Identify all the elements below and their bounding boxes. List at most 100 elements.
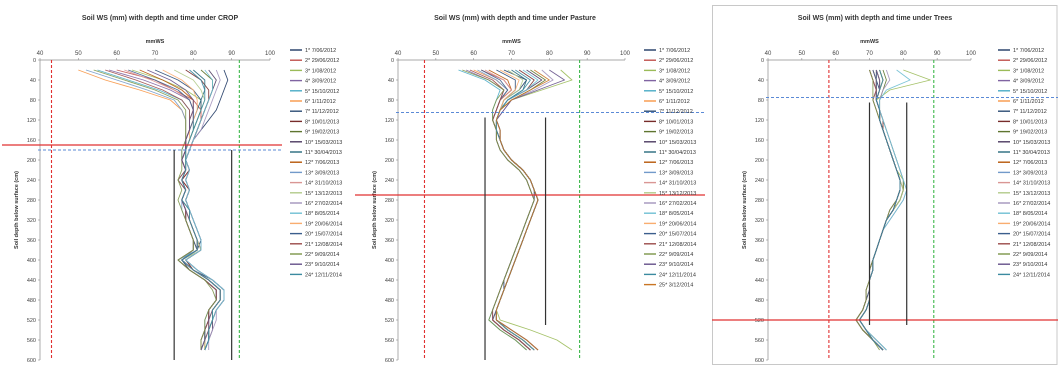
legend-label: 18* 8/05/2014 <box>305 211 339 217</box>
legend-label: 9* 19/02/2013 <box>659 130 693 136</box>
legend-label: 24* 12/11/2014 <box>659 272 696 278</box>
chart-legend: 1* 7/06/2012 2* 29/06/2012 3* 1/08/2012 4* … <box>998 48 1050 278</box>
y-axis-label: Soil depth below surface (cm) <box>372 171 378 249</box>
series-line <box>477 69 535 351</box>
legend-label: 23* 9/10/2014 <box>659 262 693 268</box>
legend-label: 5* 15/10/2012 <box>1013 89 1047 95</box>
y-axis-label: Soil depth below surface (cm) <box>14 171 20 249</box>
legend-label: 13* 3/09/2013 <box>1013 170 1047 176</box>
series-line <box>181 69 221 351</box>
y-tick-label: 520 <box>385 318 394 324</box>
legend-label: 4* 3/09/2012 <box>1013 79 1044 85</box>
y-tick-label: 280 <box>755 198 764 204</box>
y-tick-label: 400 <box>385 258 394 264</box>
legend-label: 14* 31/10/2013 <box>1013 181 1050 187</box>
legend-label: 15* 13/12/2013 <box>305 191 342 197</box>
y-tick-label: 360 <box>385 238 394 244</box>
series-line <box>858 69 901 351</box>
x-tick-label: 90 <box>228 51 235 57</box>
legend-label: 8* 10/01/2013 <box>1013 119 1047 125</box>
legend-label: 1* 7/06/2012 <box>659 48 690 54</box>
y-tick-label: 120 <box>27 118 36 124</box>
y-tick-label: 600 <box>385 358 394 364</box>
y-tick-label: 80 <box>758 98 764 104</box>
chart-panel: Soil WS (mm) with depth and time under T… <box>712 5 1058 365</box>
y-tick-label: 320 <box>755 218 764 224</box>
chart-legend: 1* 7/06/2012 2* 29/06/2012 3* 1/08/2012 4* … <box>644 48 696 289</box>
legend-label: 16* 27/02/2014 <box>305 201 342 207</box>
x-tick-label: 70 <box>866 51 873 57</box>
legend-label: 22* 9/09/2014 <box>1013 252 1047 258</box>
y-tick-label: 160 <box>385 138 394 144</box>
x-axis-label: mmWS <box>860 39 879 45</box>
legend-label: 6* 1/11/2012 <box>305 99 336 105</box>
series-line <box>481 69 539 351</box>
x-tick-label: 60 <box>470 51 477 57</box>
y-tick-label: 520 <box>27 318 36 324</box>
y-tick-label: 600 <box>755 358 764 364</box>
legend-label: 10* 15/03/2013 <box>305 140 342 146</box>
series-line <box>173 69 221 350</box>
x-tick-label: 40 <box>395 51 402 57</box>
legend-label: 24* 12/11/2014 <box>305 272 342 278</box>
series-group <box>855 69 931 351</box>
series-line <box>855 69 901 351</box>
legend-label: 5* 15/10/2012 <box>305 89 339 95</box>
legend-label: 7* 11/12/2012 <box>305 109 339 115</box>
legend-label: 23* 9/10/2014 <box>1013 262 1047 268</box>
legend-label: 21* 12/08/2014 <box>1013 242 1050 248</box>
x-tick-label: 60 <box>113 51 120 57</box>
y-axis-label: Soil depth below surface (cm) <box>742 171 748 249</box>
legend-label: 6* 1/11/2012 <box>659 99 690 105</box>
panel-frame <box>712 5 1058 365</box>
legend-label: 24* 12/11/2014 <box>1013 272 1050 278</box>
y-tick-label: 560 <box>385 338 394 344</box>
y-tick-label: 280 <box>27 198 36 204</box>
y-tick-label: 560 <box>755 338 764 344</box>
legend-label: 19* 20/06/2014 <box>1013 221 1050 227</box>
series-line <box>495 69 554 351</box>
chart-panel: Soil WS (mm) with depth and time under C… <box>2 15 342 364</box>
y-tick-label: 480 <box>385 298 394 304</box>
legend-label: 21* 12/08/2014 <box>659 242 696 248</box>
series-line <box>139 69 217 351</box>
legend-label: 10* 15/03/2013 <box>659 140 696 146</box>
chart-panel: Soil WS (mm) with depth and time under P… <box>355 15 705 364</box>
y-tick-label: 400 <box>27 258 36 264</box>
legend-label: 14* 31/10/2013 <box>659 181 696 187</box>
legend-label: 16* 27/02/2014 <box>1013 201 1050 207</box>
series-line <box>78 69 221 350</box>
y-tick-label: 120 <box>755 118 764 124</box>
legend-label: 9* 19/02/2013 <box>305 130 339 136</box>
y-tick-label: 480 <box>27 298 36 304</box>
series-line <box>105 69 217 350</box>
legend-label: 19* 20/06/2014 <box>305 221 342 227</box>
x-tick-label: 50 <box>75 51 82 57</box>
series-line <box>162 69 221 351</box>
series-line <box>480 69 539 351</box>
chart-legend: 1* 7/06/2012 2* 29/06/2012 3* 1/08/2012 4* … <box>290 48 342 278</box>
y-tick-label: 320 <box>27 218 36 224</box>
y-tick-label: 160 <box>755 138 764 144</box>
x-axis-label: mmWS <box>146 39 165 45</box>
x-tick-label: 50 <box>798 51 805 57</box>
legend-label: 15* 13/12/2013 <box>659 191 696 197</box>
legend-label: 15* 13/12/2013 <box>1013 191 1050 197</box>
legend-label: 3* 1/08/2012 <box>305 68 336 74</box>
legend-label: 21* 12/08/2014 <box>305 242 342 248</box>
legend-label: 20* 15/07/2014 <box>1013 232 1050 238</box>
series-line <box>97 69 217 351</box>
legend-label: 3* 1/08/2012 <box>1013 68 1044 74</box>
series-line <box>124 69 221 351</box>
y-tick-label: 80 <box>388 98 394 104</box>
y-tick-label: 40 <box>758 78 764 84</box>
legend-label: 12* 7/06/2013 <box>659 160 693 166</box>
x-tick-label: 70 <box>152 51 159 57</box>
x-tick-label: 40 <box>765 51 772 57</box>
legend-label: 20* 15/07/2014 <box>305 232 342 238</box>
chart-title: Soil WS (mm) with depth and time under T… <box>798 15 953 22</box>
y-tick-label: 200 <box>755 158 764 164</box>
chart-title: Soil WS (mm) with depth and time under P… <box>434 15 596 22</box>
y-tick-label: 360 <box>27 238 36 244</box>
